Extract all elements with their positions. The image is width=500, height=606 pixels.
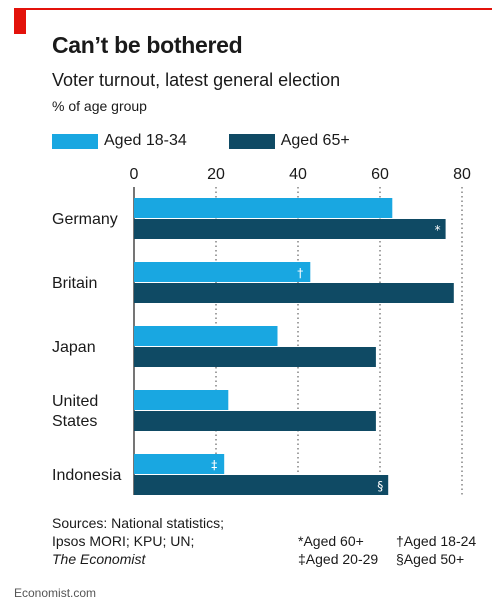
legend-swatch-young (52, 133, 98, 149)
category-label-line: Germany (52, 211, 118, 228)
category-label-4: Indonesia (52, 467, 121, 484)
bar-young-2 (134, 326, 278, 346)
bar-old-3 (134, 411, 376, 431)
x-tick-label-40: 40 (289, 166, 307, 183)
x-tick-label-20: 20 (207, 166, 225, 183)
bar-old-0 (134, 219, 446, 239)
bar-old-4 (134, 475, 389, 495)
bar-footnote-mark-old-4: § (377, 479, 383, 493)
bar-footnote-mark-young-1: † (297, 266, 303, 280)
legend-item-old: Aged 65+ (228, 132, 350, 150)
chart-title: Can’t be bothered (52, 32, 243, 58)
sources-line-3: The Economist (52, 551, 146, 567)
brand-tag (14, 8, 26, 34)
category-label-line: Indonesia (52, 467, 121, 484)
x-tick-label-60: 60 (371, 166, 389, 183)
bar-old-2 (134, 347, 376, 367)
footer-source: Economist.com (14, 586, 97, 600)
sources-line-2: Ipsos MORI; KPU; UN; (52, 533, 195, 549)
sources-line-1: Sources: National statistics; (52, 515, 224, 531)
legend-label-old: Aged 65+ (280, 132, 350, 149)
bar-chart: 0 20 40 60 80 Germany * Britain † Japan United Stat… (52, 166, 471, 495)
bar-old-1 (134, 283, 454, 303)
note-aged-60: *Aged 60+ (298, 533, 364, 549)
x-tick-label-80: 80 (453, 166, 471, 183)
bar-young-1 (134, 262, 311, 282)
unit-label: % of age group (52, 98, 147, 114)
bar-young-0 (134, 198, 393, 218)
note-aged-50: §Aged 50+ (396, 551, 465, 567)
category-label-2: Japan (52, 339, 96, 356)
category-label-0: Germany (52, 211, 118, 228)
category-label-line: States (52, 413, 97, 430)
note-aged-18-24: †Aged 18-24 (396, 533, 477, 549)
category-label-line: Japan (52, 339, 96, 356)
category-label-line: United (52, 393, 98, 410)
x-tick-label-0: 0 (130, 166, 139, 183)
bar-footnote-mark-old-0: * (435, 223, 441, 237)
category-label-3: United States (52, 393, 98, 430)
top-rule (14, 8, 492, 10)
legend-label-young: Aged 18-34 (104, 132, 187, 149)
bar-young-4 (134, 454, 225, 474)
sources: Sources: National statistics; Ipsos MORI… (52, 514, 224, 568)
bar-footnote-mark-young-4: ‡ (211, 458, 217, 472)
footnotes: *Aged 60+ †Aged 18-24 ‡Aged 20-29 §Aged … (298, 532, 476, 568)
note-aged-20-29: ‡Aged 20-29 (298, 551, 379, 567)
legend-swatch-old (228, 133, 275, 149)
category-label-1: Britain (52, 275, 97, 292)
legend-item-young: Aged 18-34 (52, 132, 187, 150)
category-label-line: Britain (52, 275, 97, 292)
bar-young-3 (134, 390, 229, 410)
chart-subtitle: Voter turnout, latest general election (52, 70, 341, 90)
legend: Aged 18-34 Aged 65+ (52, 132, 392, 150)
